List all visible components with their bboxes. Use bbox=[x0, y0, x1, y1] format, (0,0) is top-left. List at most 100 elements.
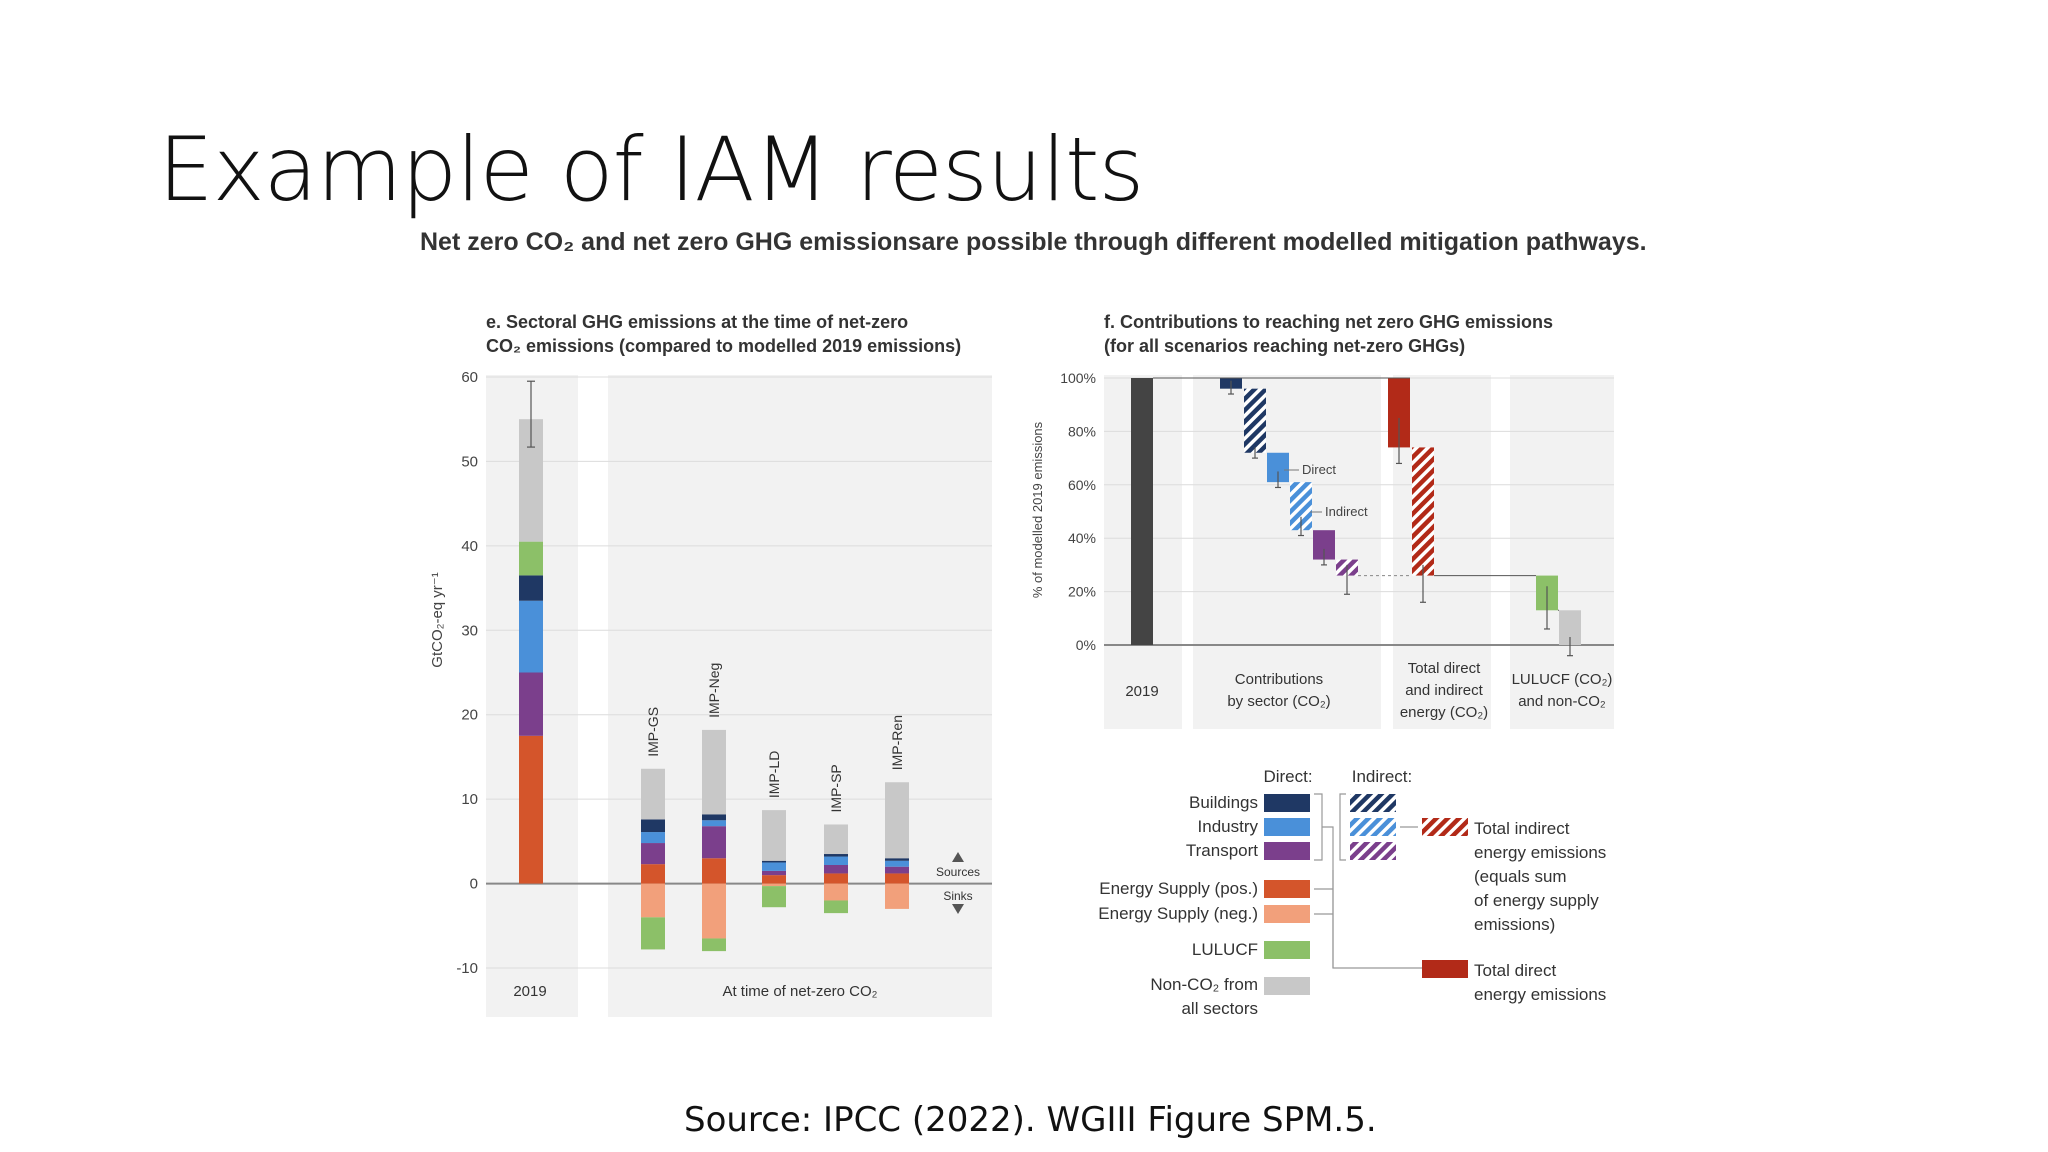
panel-f-ytick-label: 0% bbox=[1076, 637, 1096, 653]
panel-e-bar-segment bbox=[641, 917, 665, 950]
panel-e-bar-segment bbox=[824, 856, 848, 865]
panel-f-category-label: and non-CO₂ bbox=[1518, 693, 1606, 710]
legend-direct-header: Direct: bbox=[1263, 767, 1312, 786]
panel-e-bar-segment bbox=[641, 843, 665, 865]
legend-swatch-lulucf bbox=[1264, 941, 1310, 959]
panel-e-ytick-label: 20 bbox=[461, 707, 478, 724]
panel-e-category-labels: IMP-GS IMP-Neg IMP-LD IMP-SP IMP-Ren bbox=[645, 663, 905, 813]
panel-e-ytick-label: 50 bbox=[461, 453, 478, 470]
panel-e-bar-segment bbox=[762, 883, 786, 887]
panel-e-bar-segment bbox=[824, 900, 848, 914]
figure-heading: Net zero CO₂ and net zero GHG emissionsa… bbox=[420, 228, 1647, 256]
legend-label-energy-supply-neg: Energy Supply (neg.) bbox=[1098, 904, 1258, 923]
panel-e-category-label: IMP-Neg bbox=[706, 663, 722, 718]
panel-f-ytick-label: 20% bbox=[1068, 584, 1096, 600]
legend-bracket-direct bbox=[1314, 793, 1334, 968]
legend-swatch-total-direct bbox=[1422, 960, 1468, 978]
indirect-annotation: Indirect bbox=[1325, 504, 1368, 519]
source-citation: Source: IPCC (2022). WGIII Figure SPM.5. bbox=[684, 1100, 1377, 1140]
panel-e-bar-segment bbox=[885, 858, 909, 861]
panel-e-ytick-label: 40 bbox=[461, 538, 478, 555]
panel-e-ytick-label: 10 bbox=[461, 791, 478, 808]
legend-label-total-indirect: Total indirect bbox=[1474, 819, 1570, 838]
panel-e-bar-segment bbox=[519, 541, 543, 576]
panel-f-bg-sector bbox=[1193, 375, 1381, 729]
panel-e-bar-segment bbox=[824, 873, 848, 884]
panel-e-bg-netzero bbox=[608, 375, 992, 1017]
panel-e-bar-segment bbox=[519, 600, 543, 673]
panel-f-waterfall-bar bbox=[1131, 378, 1153, 645]
legend-swatch-energy-supply-neg bbox=[1264, 905, 1310, 923]
panel-e-bar-segment bbox=[702, 814, 726, 821]
panel-f-category-label: energy (CO₂) bbox=[1400, 704, 1488, 721]
legend-label-total-indirect: (equals sum bbox=[1474, 867, 1567, 886]
panel-e-ytick-label: 0 bbox=[470, 876, 478, 893]
panel-f: f. Contributions to reaching net zero GH… bbox=[1030, 312, 1614, 729]
legend-swatch-buildings bbox=[1264, 794, 1310, 812]
slide-title: Example of IAM results bbox=[158, 118, 1144, 221]
panel-e-bar-segment bbox=[762, 862, 786, 871]
legend-swatch-non-co2 bbox=[1264, 977, 1310, 995]
panel-f-category-label: LULUCF (CO₂) bbox=[1512, 671, 1613, 688]
panel-e-ytick-label: 30 bbox=[461, 622, 478, 639]
legend: Direct: Indirect: Buildings Industry Tra… bbox=[1098, 767, 1606, 1018]
panel-e-bar-segment bbox=[702, 883, 726, 939]
panel-f-category-labels: 2019 Contributions by sector (CO₂) Total di… bbox=[1125, 660, 1612, 721]
panel-f-waterfall-bar bbox=[1388, 378, 1410, 448]
panel-e-ylabel: GtCO₂-eq yr⁻¹ bbox=[429, 572, 446, 667]
panel-f-waterfall-bar bbox=[1244, 388, 1266, 453]
panel-e-yticks: 60 50 40 30 20 10 0 -10 bbox=[456, 369, 992, 977]
legend-swatch-transport bbox=[1264, 842, 1310, 860]
panel-e-bar-segment bbox=[762, 810, 786, 861]
panel-e-title-line2: CO₂ emissions (compared to modelled 2019… bbox=[486, 336, 961, 356]
panel-e-bar-segment bbox=[885, 873, 909, 884]
sources-arrow-icon bbox=[952, 852, 964, 862]
panel-f-ytick-label: 40% bbox=[1068, 530, 1096, 546]
legend-swatch-industry-indirect bbox=[1350, 818, 1396, 836]
panel-e-ytick-label: -10 bbox=[456, 960, 478, 977]
legend-label-transport: Transport bbox=[1186, 841, 1258, 860]
panel-f-ylabel: % of modelled 2019 emissions bbox=[1030, 421, 1045, 598]
panel-e-bar-segment bbox=[641, 864, 665, 884]
panel-e-bar-segment bbox=[762, 875, 786, 884]
panel-e-group-label-netzero: At time of net-zero CO₂ bbox=[722, 983, 877, 1000]
legend-swatch-energy-supply-pos bbox=[1264, 880, 1310, 898]
panel-e-bar-segment bbox=[885, 782, 909, 859]
legend-label-lulucf: LULUCF bbox=[1192, 940, 1258, 959]
sinks-arrow-icon bbox=[952, 904, 964, 914]
sinks-label: Sinks bbox=[943, 889, 972, 903]
panel-f-waterfall-bar bbox=[1267, 452, 1289, 483]
panel-e-bar-segment bbox=[885, 860, 909, 867]
panel-e-bar-segment bbox=[824, 854, 848, 857]
panel-e-bar-segment bbox=[519, 735, 543, 884]
legend-label-total-indirect: emissions) bbox=[1474, 915, 1555, 934]
panel-e-title-line1: e. Sectoral GHG emissions at the time of… bbox=[486, 312, 908, 332]
legend-label-total-indirect: of energy supply bbox=[1474, 891, 1599, 910]
panel-e-bar-segment bbox=[824, 883, 848, 901]
legend-total-indirect-text: Total indirect energy emissions (equals su… bbox=[1474, 819, 1606, 934]
panel-e-category-label: IMP-GS bbox=[645, 707, 661, 757]
panel-f-ytick-label: 100% bbox=[1060, 370, 1096, 386]
panel-f-category-label: Contributions bbox=[1235, 671, 1323, 688]
panel-f-bg-lulucf bbox=[1510, 375, 1614, 729]
panel-e-bar-segment bbox=[702, 729, 726, 815]
legend-bracket-total-direct bbox=[1332, 870, 1422, 969]
legend-label-buildings: Buildings bbox=[1189, 793, 1258, 812]
panel-f-ytick-label: 60% bbox=[1068, 477, 1096, 493]
panel-e-bar-segment bbox=[702, 858, 726, 884]
panel-f-waterfall-bar bbox=[1313, 530, 1335, 560]
panel-e-bar-segment bbox=[702, 938, 726, 952]
panel-f-category-label: by sector (CO₂) bbox=[1227, 693, 1330, 710]
panel-e-bar-segment bbox=[702, 820, 726, 827]
sources-label: Sources bbox=[936, 865, 980, 879]
panel-e-category-label: IMP-LD bbox=[766, 751, 782, 798]
panel-e-bar-segment bbox=[885, 883, 909, 909]
panel-e-ytick-label: 60 bbox=[461, 369, 478, 386]
panel-e-bar-segment bbox=[519, 575, 543, 601]
panel-e-bar-segment bbox=[762, 870, 786, 876]
panel-f-bars bbox=[1131, 377, 1581, 657]
panel-e-bar-segment bbox=[762, 886, 786, 908]
legend-swatch-total-indirect bbox=[1422, 818, 1468, 836]
legend-label-energy-supply-pos: Energy Supply (pos.) bbox=[1099, 879, 1258, 898]
panel-f-waterfall-bar bbox=[1290, 482, 1312, 531]
